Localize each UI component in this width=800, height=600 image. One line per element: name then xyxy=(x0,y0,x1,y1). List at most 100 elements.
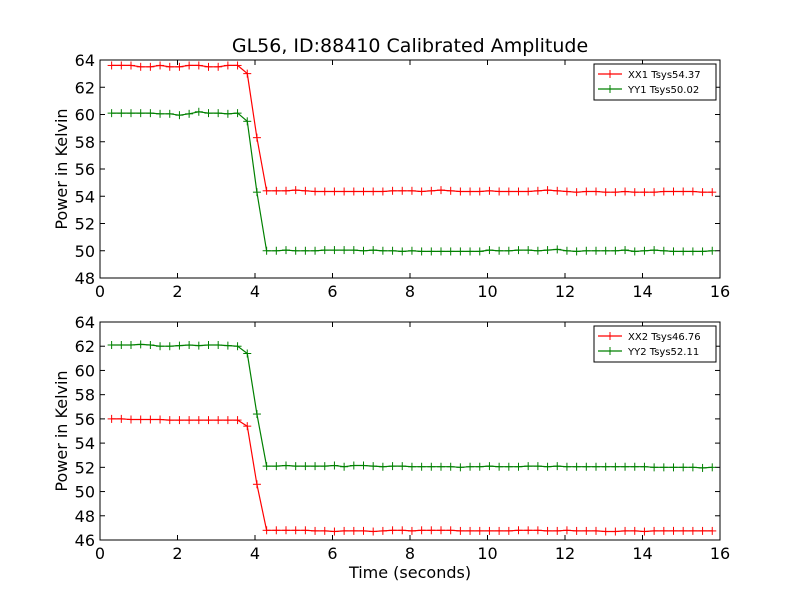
x-tick-label: 14 xyxy=(632,282,652,301)
data-point xyxy=(485,246,494,255)
data-point xyxy=(214,109,223,118)
data-point xyxy=(388,186,397,195)
data-point xyxy=(698,247,707,256)
legend-box xyxy=(593,325,717,363)
data-point xyxy=(417,526,426,535)
data-point xyxy=(407,526,416,535)
y-axis-label: Power in Kelvin xyxy=(52,108,71,229)
data-point xyxy=(621,462,630,471)
data-point xyxy=(601,188,610,197)
data-point xyxy=(592,526,600,535)
y-tick-label: 58 xyxy=(75,133,95,152)
data-point xyxy=(669,526,678,535)
data-point xyxy=(175,111,184,120)
y-tick-label: 48 xyxy=(75,269,95,288)
legend: XX2 Tsys46.76 YY2 Tsys52.11 xyxy=(593,325,717,363)
data-point xyxy=(223,109,232,118)
data-point xyxy=(146,62,155,71)
data-point xyxy=(659,246,668,255)
data-point xyxy=(272,246,281,255)
data-point xyxy=(204,109,213,118)
y-tick-label: 62 xyxy=(75,337,95,356)
data-point xyxy=(427,526,436,535)
data-point xyxy=(640,462,649,471)
data-point xyxy=(437,526,445,535)
x-tick-label: 16 xyxy=(710,544,730,563)
data-point xyxy=(398,526,407,535)
data-point xyxy=(495,187,504,196)
data-point xyxy=(165,109,174,118)
x-tick-label: 10 xyxy=(477,282,497,301)
data-point xyxy=(466,247,475,256)
data-point xyxy=(107,341,116,350)
data-point xyxy=(175,416,184,425)
data-point xyxy=(272,462,281,471)
data-point xyxy=(388,526,397,535)
x-tick-label: 6 xyxy=(327,282,337,301)
data-point xyxy=(630,526,639,535)
data-point xyxy=(194,107,203,116)
data-point xyxy=(233,416,242,425)
y-tick-label: 54 xyxy=(75,187,95,206)
legend-item: XX2 Tsys46.76 xyxy=(598,332,701,343)
data-point xyxy=(156,342,165,351)
data-point xyxy=(233,342,242,351)
data-point xyxy=(543,186,552,195)
data-point xyxy=(543,526,552,535)
data-point xyxy=(698,188,707,197)
data-point xyxy=(340,246,349,255)
data-point xyxy=(359,187,368,196)
data-point xyxy=(233,109,242,118)
data-point xyxy=(572,526,581,535)
x-tick-label: 0 xyxy=(95,282,105,301)
data-point xyxy=(621,526,630,535)
data-point xyxy=(378,187,387,196)
data-point xyxy=(407,246,416,255)
data-point xyxy=(466,187,475,196)
data-point xyxy=(601,462,610,471)
data-point xyxy=(359,526,368,535)
data-point xyxy=(330,246,339,255)
data-point xyxy=(243,69,252,78)
x-tick-label: 12 xyxy=(555,544,575,563)
data-point xyxy=(592,187,600,196)
data-point xyxy=(330,527,339,536)
x-tick-label: 6 xyxy=(327,544,337,563)
data-point xyxy=(359,246,368,255)
data-point xyxy=(311,526,320,535)
data-point xyxy=(388,246,397,255)
x-tick-label: 12 xyxy=(555,282,575,301)
top-chart: 0 2 4 6 8 10 12 14 16 48 50 52 54 56 58 60 62 64 Power in … xyxy=(52,51,730,301)
data-point xyxy=(495,526,504,535)
x-tick-label: 14 xyxy=(632,544,652,563)
data-point xyxy=(301,186,310,195)
data-point xyxy=(572,188,581,197)
data-point xyxy=(340,526,349,535)
data-point xyxy=(592,246,600,255)
data-point xyxy=(640,246,649,255)
y-tick-label: 58 xyxy=(75,386,95,405)
x-tick-label: 2 xyxy=(172,544,182,563)
data-point xyxy=(252,133,261,142)
data-point xyxy=(146,415,155,424)
legend-box xyxy=(593,63,717,101)
data-point xyxy=(688,463,697,472)
data-point xyxy=(659,463,668,472)
data-point xyxy=(378,246,387,255)
data-point xyxy=(708,526,717,535)
data-point xyxy=(427,247,436,256)
data-point xyxy=(194,341,203,350)
data-point xyxy=(466,462,475,471)
data-point xyxy=(311,246,320,255)
data-point xyxy=(330,461,339,470)
data-point xyxy=(388,462,397,471)
data-point xyxy=(223,341,232,350)
data-point xyxy=(562,246,571,255)
legend-item: XX1 Tsys54.37 xyxy=(598,70,701,81)
x-axis-label: Time (seconds) xyxy=(348,563,471,582)
x-tick-label: 10 xyxy=(477,544,497,563)
data-point xyxy=(446,526,455,535)
data-point xyxy=(456,187,465,196)
data-point xyxy=(553,186,562,195)
